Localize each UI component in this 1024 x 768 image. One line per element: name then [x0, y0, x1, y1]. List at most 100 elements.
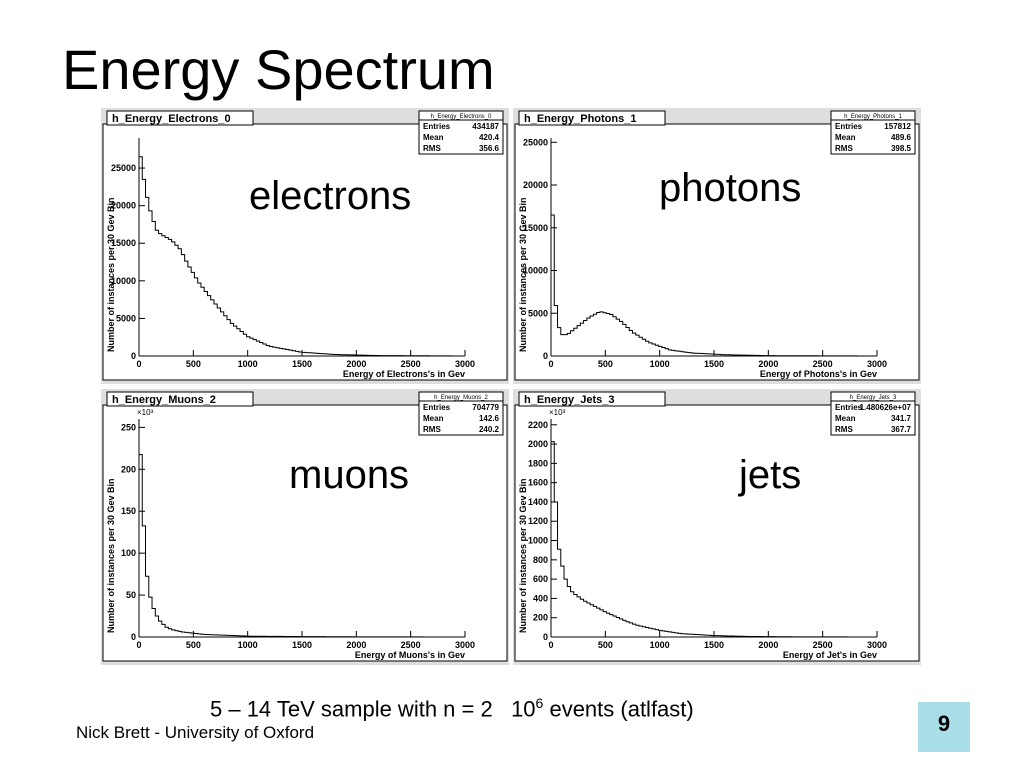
jets-y-tick-label: 2200 [528, 420, 548, 430]
photons-y-tick-label: 0 [543, 351, 548, 361]
muons-x-axis-title: Energy of Muons's in Gev [355, 650, 465, 660]
electrons-y-axis-title: Number of instances per 30 Gev Bin [106, 197, 116, 352]
muons-histogram-name-box [106, 391, 254, 407]
electrons-histogram-name: h_Energy_Electrons_0 [112, 113, 231, 125]
electrons-y-tick-label: 15000 [111, 238, 136, 248]
photons-histogram-name-box [518, 110, 666, 126]
jets-y-tick-label: 1000 [528, 536, 548, 546]
electrons-label: electrons [249, 174, 412, 218]
electrons-x-tick-label: 0 [136, 359, 141, 369]
photons-stats-title: h_Energy_Photons_1 [844, 114, 902, 120]
photons-y-tick-label: 15000 [523, 223, 548, 233]
photons-x-tick-label: 500 [598, 359, 613, 369]
jets-stat-name: RMS [835, 425, 853, 434]
muons-stats-box [418, 391, 504, 436]
photons-y-axis-title: Number of instances per 30 Gev Bin [518, 197, 528, 352]
electrons-plot-frame [102, 123, 508, 381]
caption-sample-text: 5 – 14 TeV sample with n = 2 [210, 696, 493, 722]
jets-histogram-svg: 0 500 1000 1500 2000 2500 3000 0 200 400 600 800 100… [514, 391, 920, 662]
muons-y-tick-label: 50 [126, 590, 136, 600]
electrons-stats-title: h_Energy_Electrons_0 [431, 114, 492, 120]
photons-x-tick-label: 0 [548, 359, 553, 369]
jets-histogram-name-box [518, 391, 666, 407]
photons-stat-name: RMS [835, 144, 853, 153]
jets-y-tick-label: 1800 [528, 458, 548, 468]
muons-y-tick-label: 200 [121, 464, 136, 474]
muons-stat-value: 704779 [472, 403, 499, 412]
electrons-stat-value: 434187 [472, 122, 499, 131]
histogram-panel-electrons: 0 500 1000 1500 2000 2500 3000 0 5000 10000 15000 2… [101, 108, 509, 384]
jets-y-axis-title: Number of instances per 30 Gev Bin [518, 478, 528, 633]
electrons-stats-box [418, 110, 504, 155]
electrons-x-tick-label: 1500 [292, 359, 312, 369]
caption-events-base: 10 [511, 696, 536, 722]
jets-stat-name: Mean [835, 414, 856, 423]
caption-events-exponent: 6 [535, 695, 544, 711]
jets-label: jets [739, 453, 802, 497]
muons-x-tick-label: 1000 [238, 640, 258, 650]
slide-title: Energy Spectrum [62, 38, 495, 101]
page-number-badge: 9 [918, 702, 970, 752]
photons-histogram-line [550, 214, 878, 357]
photons-stat-name: Entries [835, 122, 863, 131]
jets-x-tick-label: 0 [548, 640, 553, 650]
jets-x-tick-label: 500 [598, 640, 613, 650]
photons-plot-frame [514, 123, 920, 381]
electrons-y-tick-label: 10000 [111, 276, 136, 286]
muons-x-tick-label: 3000 [455, 640, 475, 650]
photons-stat-value: 489.6 [891, 133, 912, 142]
jets-plot-frame [514, 404, 920, 662]
muons-y-tick-label: 250 [121, 422, 136, 432]
muons-label: muons [289, 453, 410, 497]
muons-stat-name: Mean [423, 414, 444, 423]
jets-x-tick-label: 1000 [650, 640, 670, 650]
photons-x-tick-label: 2000 [758, 359, 778, 369]
jets-x-tick-label: 1500 [704, 640, 724, 650]
jets-y-tick-label: 600 [533, 574, 548, 584]
muons-stats-title: h_Energy_Muons_2 [434, 395, 488, 401]
electrons-x-axis-title: Energy of Electrons's in Gev [343, 369, 465, 379]
electrons-x-tick-label: 2000 [346, 359, 366, 369]
muons-stat-value: 142.6 [479, 414, 500, 423]
electrons-x-tick-label: 3000 [455, 359, 475, 369]
photons-stats-box [830, 110, 916, 155]
photons-y-tick-label: 25000 [523, 137, 548, 147]
muons-y-tick-label: 100 [121, 548, 136, 558]
muons-x-tick-label: 500 [186, 640, 201, 650]
electrons-stat-name: RMS [423, 144, 441, 153]
jets-y-tick-label: 1600 [528, 478, 548, 488]
jets-x-tick-label: 3000 [867, 640, 887, 650]
electrons-y-tick-label: 20000 [111, 201, 136, 211]
electrons-histogram-svg: 0 500 1000 1500 2000 2500 3000 0 5000 10000 15000 2… [102, 110, 508, 381]
electrons-stat-value: 356.6 [479, 144, 500, 153]
jets-x-tick-label: 2500 [813, 640, 833, 650]
electrons-stat-name: Mean [423, 133, 444, 142]
photons-x-axis-title: Energy of Photons's in Gev [760, 369, 877, 379]
footer-author: Nick Brett - University of Oxford [76, 723, 315, 742]
electrons-stat-name: Entries [423, 122, 451, 131]
photons-y-tick-label: 20000 [523, 180, 548, 190]
photons-stat-name: Mean [835, 133, 856, 142]
jets-y-tick-label: 800 [533, 555, 548, 565]
muons-plot-frame [102, 404, 508, 662]
photons-x-tick-label: 1000 [650, 359, 670, 369]
electrons-x-tick-label: 2500 [401, 359, 421, 369]
electrons-x-tick-label: 1000 [238, 359, 258, 369]
muons-y-axis-title: Number of instances per 30 Gev Bin [106, 478, 116, 633]
muons-stat-name: Entries [423, 403, 451, 412]
histogram-panel-jets: 0 500 1000 1500 2000 2500 3000 0 200 400 600 800 100… [513, 389, 921, 665]
photons-stat-value: 398.5 [891, 144, 912, 153]
muons-x-tick-label: 1500 [292, 640, 312, 650]
jets-x-tick-label: 2000 [758, 640, 778, 650]
electrons-stat-value: 420.4 [479, 133, 500, 142]
muons-stat-name: RMS [423, 425, 441, 434]
muons-x-tick-label: 2500 [401, 640, 421, 650]
jets-stats-title: h_Energy_Jets_3 [850, 395, 897, 401]
jets-y-tick-label: 400 [533, 593, 548, 603]
jets-histogram-line [550, 441, 877, 638]
electrons-histogram-name-box [106, 110, 254, 126]
photons-y-tick-label: 5000 [528, 308, 548, 318]
photons-histogram-svg: 0 500 1000 1500 2000 2500 3000 0 5000 10000 15000 2… [514, 110, 920, 381]
muons-histogram-svg: 0 500 1000 1500 2000 2500 3000 0 50 100 150 200 250×… [102, 391, 508, 662]
muons-x-tick-label: 0 [136, 640, 141, 650]
